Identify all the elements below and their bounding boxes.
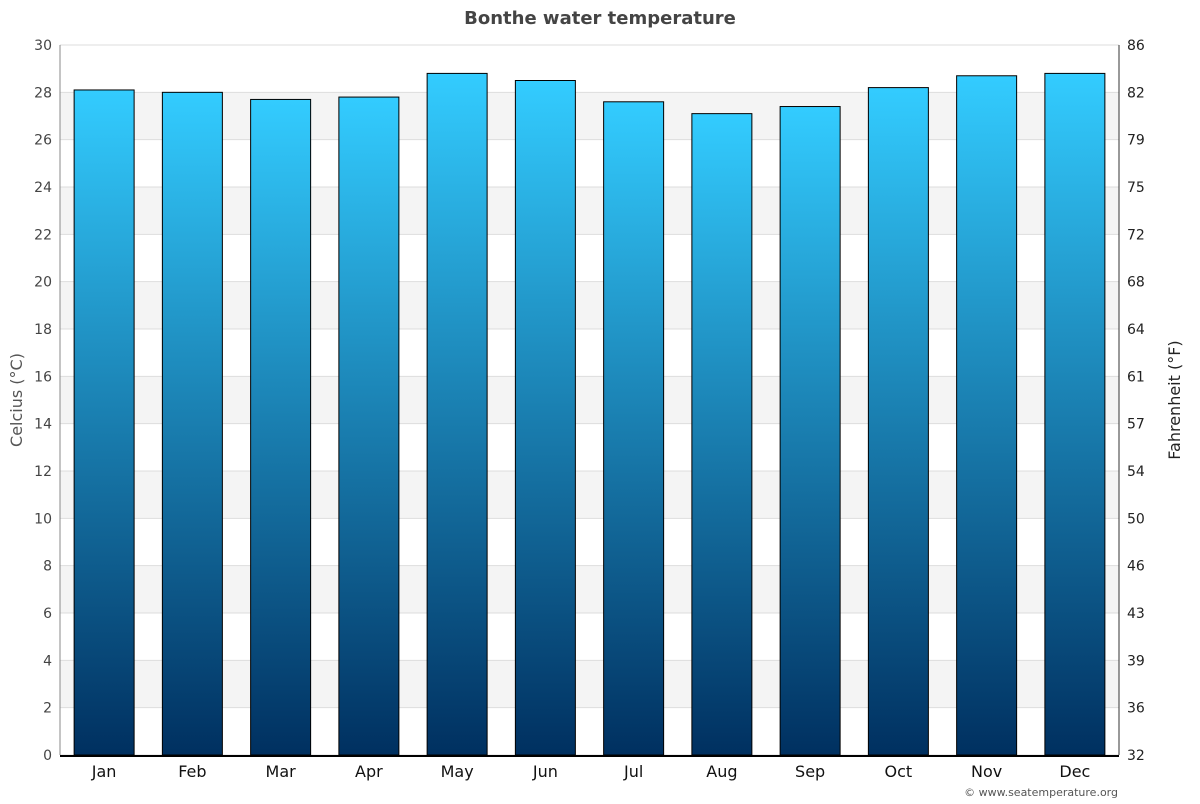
y2-tick-label: 75 [1127,180,1145,196]
y2-tick-label: 54 [1127,464,1145,480]
x-tick-label: Apr [355,762,383,781]
y2-tick-label: 61 [1127,369,1145,385]
bar-aug [691,113,753,756]
y-tick-label: 12 [34,464,52,480]
x-tick-label: Aug [706,762,737,781]
bar-jun [514,80,576,756]
bar-dec [1044,72,1106,756]
x-tick-label: Dec [1059,762,1090,781]
y-tick-label: 30 [34,38,52,54]
bar-mar [250,98,312,756]
y-tick-label: 28 [34,85,52,101]
y2-tick-label: 82 [1127,85,1145,101]
y-tick-label: 10 [34,511,52,527]
y-tick-label: 20 [34,275,52,291]
y2-tick-label: 64 [1127,322,1145,338]
y-tick-label: 2 [43,701,52,717]
bar-oct [867,87,929,756]
x-tick-label: Oct [885,762,913,781]
grid-band [60,281,1119,329]
y2-tick-label: 32 [1127,748,1145,764]
bar-nov [956,75,1018,756]
y-tick-label: 8 [43,559,52,575]
y-tick-label: 24 [34,180,52,196]
y-tick-label: 16 [34,369,52,385]
y2-axis-label: Fahrenheit (°F) [1165,340,1184,459]
y-tick-label: 18 [34,322,52,338]
y2-tick-label: 72 [1127,227,1145,243]
grid-band [60,660,1119,708]
x-tick-label: Nov [971,762,1002,781]
x-tick-label: Jul [623,762,643,781]
grid-band [60,376,1119,424]
x-tick-label: Jun [532,762,558,781]
bar-jul [603,101,665,756]
x-tick-label: Jan [91,762,117,781]
y2-tick-label: 86 [1127,38,1145,54]
y-axis-label: Celcius (°C) [7,353,26,447]
y2-tick-label: 46 [1127,559,1145,575]
grid-band [60,92,1119,140]
grid-band [60,565,1119,613]
y-tick-label: 6 [43,606,52,622]
y2-tick-label: 36 [1127,701,1145,717]
y2-tick-label: 57 [1127,417,1145,433]
x-tick-label: Mar [266,762,297,781]
x-tick-label: May [441,762,474,781]
y-tick-label: 26 [34,133,52,149]
x-tick-label: Feb [178,762,206,781]
y2-tick-label: 79 [1127,133,1145,149]
bar-feb [161,91,223,756]
y2-tick-label: 43 [1127,606,1145,622]
y2-tick-label: 68 [1127,275,1145,291]
grid-band [60,187,1119,235]
y2-tick-label: 50 [1127,511,1145,527]
y2-tick-label: 39 [1127,653,1145,669]
grid-band [60,471,1119,519]
y-tick-label: 4 [43,653,52,669]
bar-jan [73,89,135,756]
credit[interactable]: © www.seatemperature.org [964,786,1118,799]
x-tick-label: Sep [795,762,825,781]
y-tick-label: 0 [43,748,52,764]
chart-title: Bonthe water temperature [464,8,736,29]
y-tick-label: 22 [34,227,52,243]
bar-sep [779,106,841,756]
bar-apr [338,96,400,756]
y-tick-label: 14 [34,417,52,433]
bar-may [426,72,488,756]
